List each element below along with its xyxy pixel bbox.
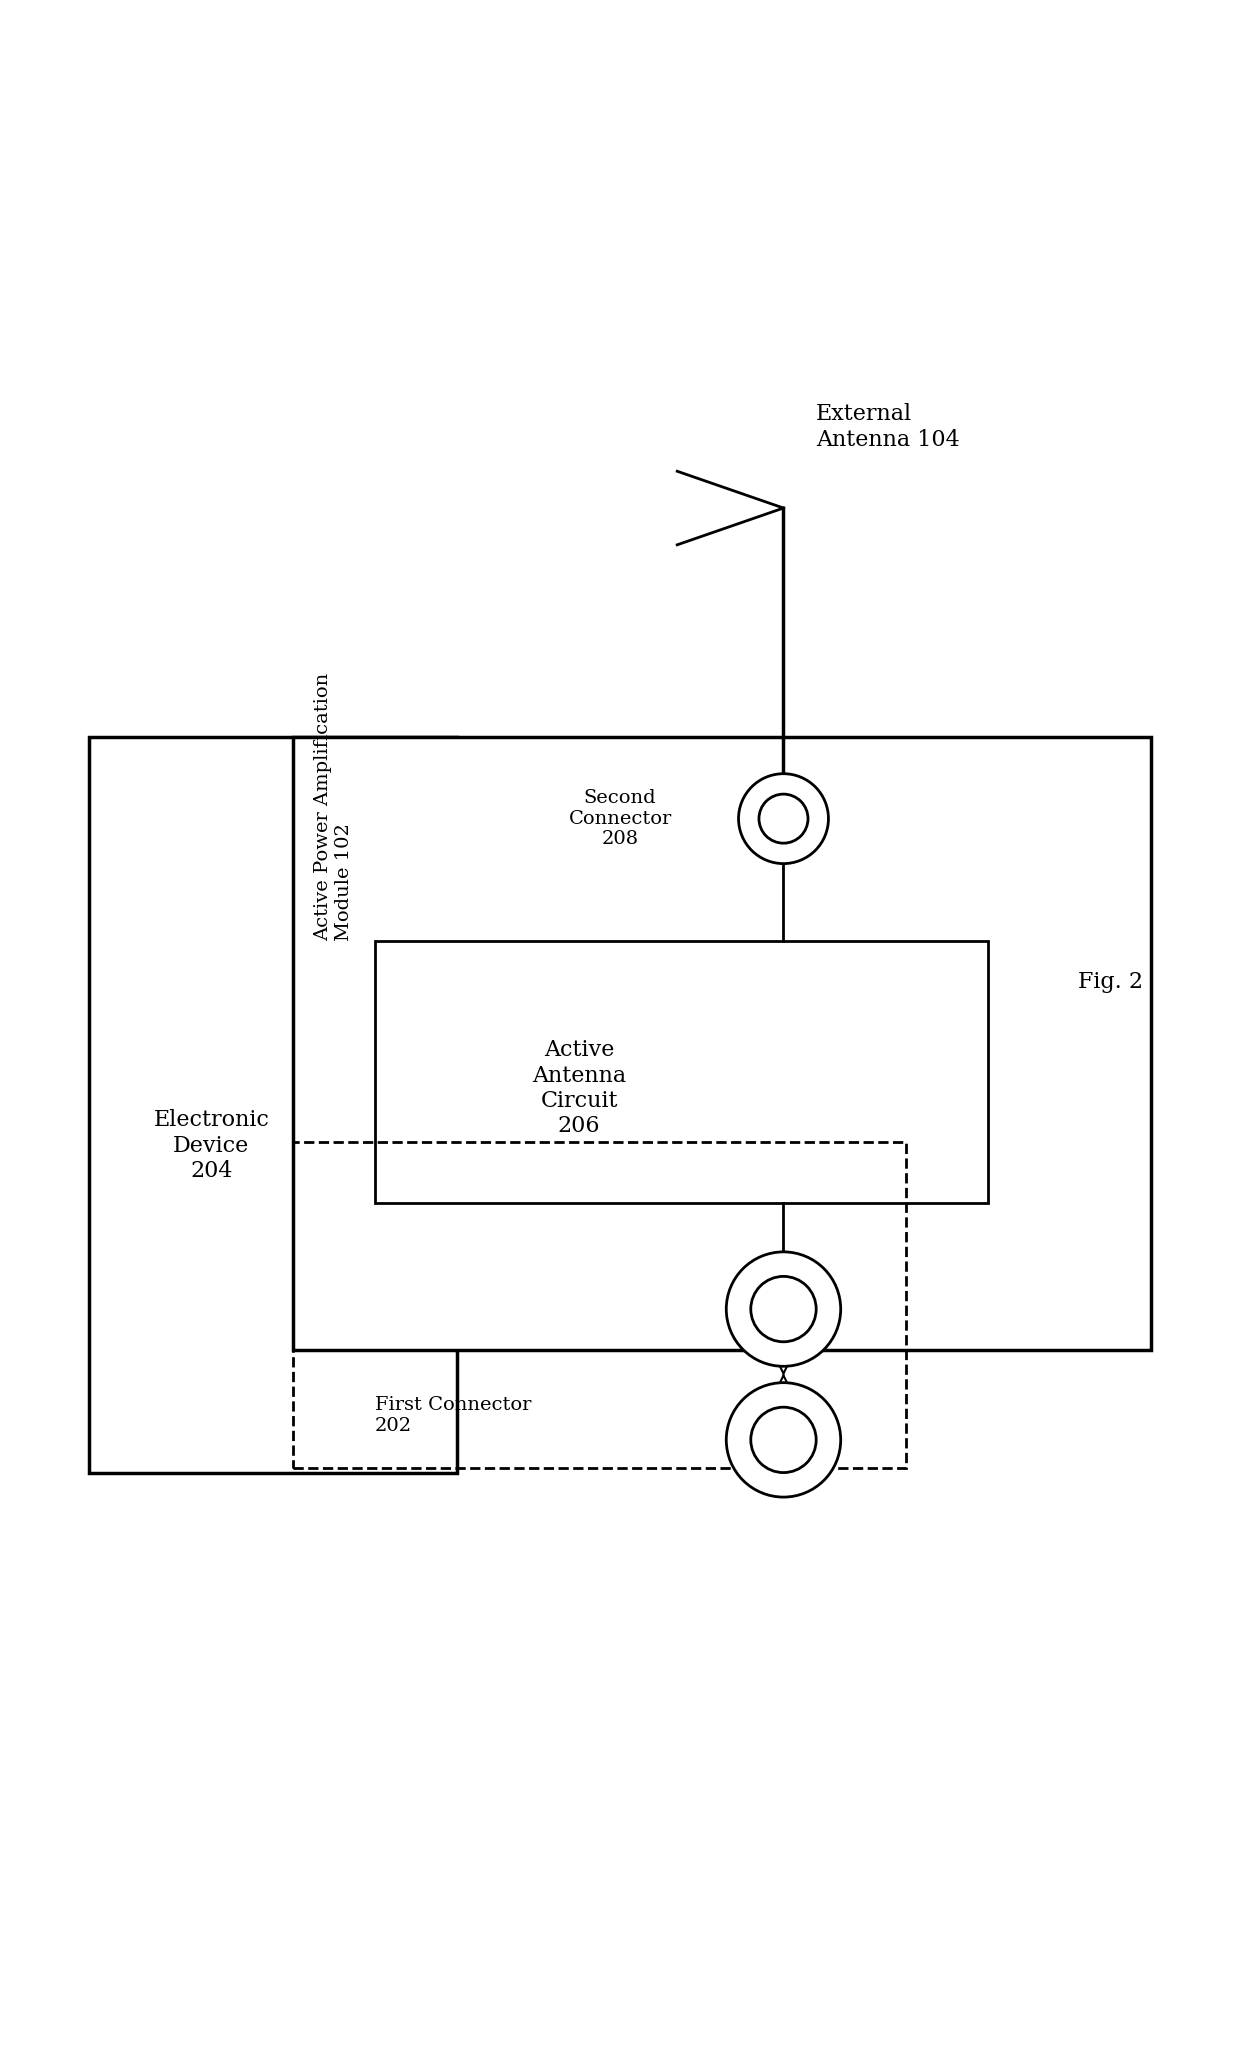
Text: Active Power Amplification
Module 102: Active Power Amplification Module 102	[315, 673, 353, 941]
Text: First Connector
202: First Connector 202	[374, 1395, 531, 1434]
Text: Electronic
Device
204: Electronic Device 204	[154, 1109, 269, 1183]
Text: Fig. 2: Fig. 2	[1078, 972, 1143, 992]
Bar	[374, 941, 988, 1203]
Bar	[293, 737, 1151, 1350]
Circle shape	[759, 794, 808, 843]
Bar	[89, 737, 456, 1473]
Circle shape	[727, 1252, 841, 1367]
Bar	[293, 1142, 906, 1469]
Circle shape	[750, 1408, 816, 1473]
Circle shape	[727, 1383, 841, 1498]
Circle shape	[750, 1277, 816, 1342]
Text: Active
Antenna
Circuit
206: Active Antenna Circuit 206	[532, 1039, 626, 1138]
Circle shape	[739, 773, 828, 863]
Text: Second
Connector
208: Second Connector 208	[568, 790, 672, 849]
Text: External
Antenna 104: External Antenna 104	[816, 403, 960, 450]
